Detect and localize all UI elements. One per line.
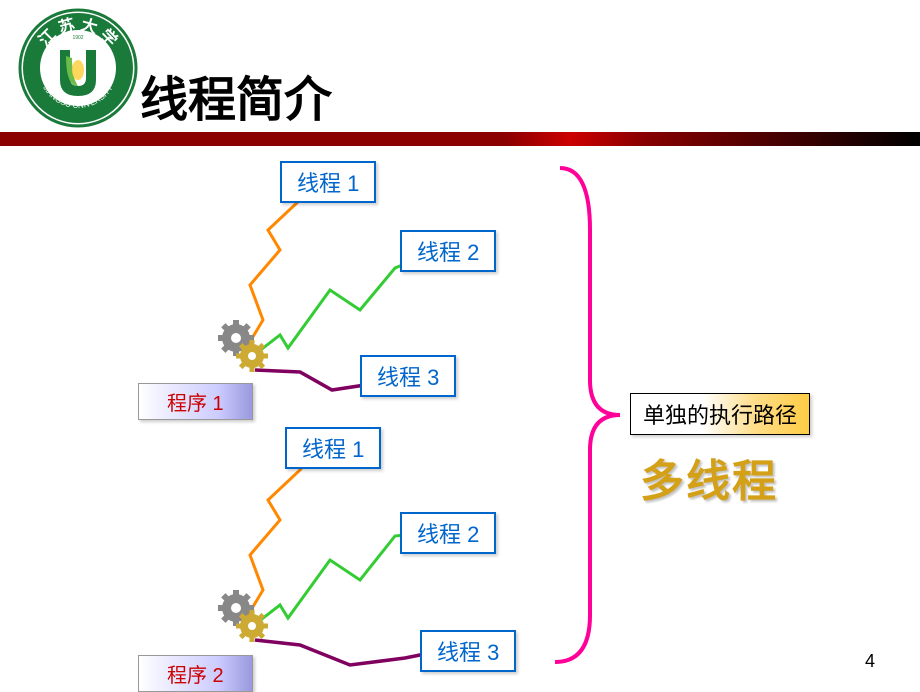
- divider-bar: [0, 132, 920, 146]
- multi-thread-label: 多线程: [640, 445, 778, 509]
- path-label: 单独的执行路径: [630, 393, 810, 435]
- thread-box-1-1: 线程 1: [280, 161, 376, 203]
- thread-lines: [0, 0, 920, 690]
- thread-box-1-2: 线程 2: [400, 230, 496, 272]
- page-number: 4: [865, 651, 875, 672]
- program-box-1: 程序 1: [138, 383, 253, 420]
- slide-title: 线程简介: [140, 60, 332, 130]
- gear-icon-2: [218, 590, 270, 647]
- university-logo: 江 苏 大 学 JIANGSU UNIVERSITY 1902: [18, 8, 138, 128]
- thread-box-1-3: 线程 3: [360, 355, 456, 397]
- thread-box-2-2: 线程 2: [400, 512, 496, 554]
- thread-box-2-3: 线程 3: [420, 630, 516, 672]
- thread-box-2-1: 线程 1: [285, 427, 381, 469]
- program-box-2: 程序 2: [138, 655, 253, 692]
- gear-icon-1: [218, 320, 270, 377]
- svg-text:1902: 1902: [72, 35, 83, 41]
